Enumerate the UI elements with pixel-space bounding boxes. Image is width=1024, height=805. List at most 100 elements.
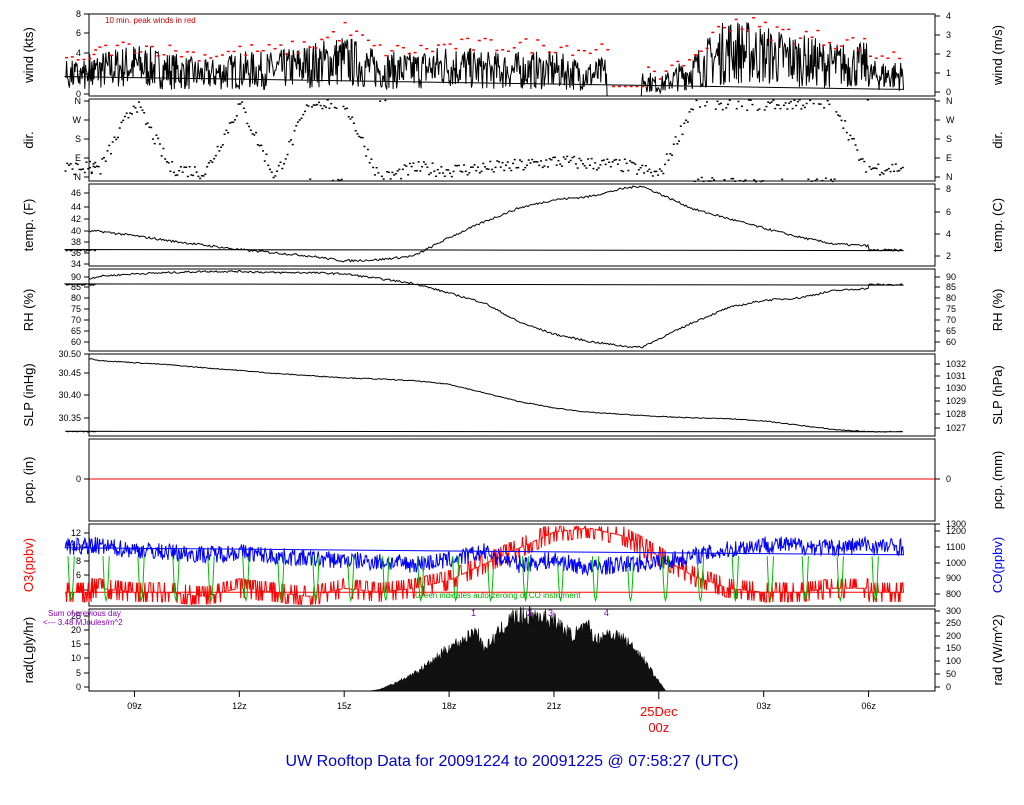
left-tick-label: 6	[76, 28, 81, 38]
direction-point	[583, 164, 586, 167]
direction-point	[283, 162, 286, 165]
direction-point	[354, 129, 357, 132]
peak-wind-mark	[261, 49, 265, 52]
peak-wind-mark	[658, 78, 662, 80]
left-tick-label: S	[75, 134, 81, 144]
direction-point	[263, 160, 266, 162]
direction-point	[751, 103, 754, 106]
peak-wind-mark	[308, 46, 312, 49]
peak-wind-mark	[302, 41, 306, 43]
direction-point	[594, 162, 597, 164]
direction-point	[709, 180, 712, 182]
direction-point	[393, 174, 396, 176]
peak-wind-mark	[471, 49, 475, 51]
direction-point	[352, 122, 355, 124]
direction-point	[676, 143, 679, 145]
ylabel-right: dir.	[990, 131, 1005, 148]
ylabel-left: pcp. (in)	[21, 457, 36, 504]
co-autozero-segment	[766, 556, 774, 603]
direction-point	[662, 172, 665, 175]
peak-wind-mark	[466, 37, 470, 40]
peak-wind-mark	[191, 51, 195, 53]
x-tick-label: 09z	[127, 701, 142, 711]
peak-wind-mark	[180, 56, 184, 58]
direction-point	[89, 160, 91, 163]
direction-point	[700, 176, 703, 179]
direction-point	[702, 180, 705, 183]
direction-point	[861, 158, 864, 160]
direction-point	[716, 100, 719, 103]
left-tick-label: 90	[71, 272, 81, 282]
direction-point	[872, 167, 875, 170]
peak-wind-mark	[577, 49, 581, 52]
direction-point	[517, 166, 520, 169]
direction-point	[408, 162, 411, 165]
direction-point	[68, 164, 71, 166]
direction-point	[99, 173, 102, 175]
direction-point	[331, 179, 334, 182]
direction-point	[153, 142, 156, 145]
direction-point	[795, 104, 798, 107]
direction-point	[391, 171, 394, 174]
peak-wind-mark	[892, 51, 896, 53]
peak-wind-mark	[168, 44, 172, 47]
direction-point	[134, 107, 137, 109]
direction-point	[429, 172, 432, 174]
direction-point	[817, 103, 820, 105]
direction-point	[87, 167, 90, 170]
direction-point	[164, 158, 167, 160]
peak-wind-mark	[115, 44, 119, 47]
direction-point	[744, 179, 747, 181]
direction-point	[276, 170, 279, 172]
direction-point	[567, 161, 570, 163]
direction-point	[333, 106, 336, 109]
peak-wind-mark	[798, 37, 802, 39]
direction-point	[171, 161, 174, 163]
peak-wind-mark	[851, 37, 855, 39]
direction-point	[454, 164, 457, 167]
peak-wind-mark	[857, 49, 861, 52]
direction-point	[699, 106, 702, 108]
direction-point	[328, 107, 331, 109]
direction-point	[775, 104, 778, 106]
direction-point	[482, 162, 485, 165]
peak-wind-mark	[133, 52, 137, 54]
co-autozero-segment	[452, 556, 460, 603]
peak-wind-mark	[670, 64, 674, 67]
direction-point	[553, 156, 556, 159]
direction-point	[80, 168, 83, 171]
direction-point	[108, 144, 111, 147]
direction-point	[739, 179, 742, 182]
peak-wind-mark	[279, 44, 283, 46]
direction-point	[573, 155, 576, 158]
direction-point	[770, 101, 773, 103]
direction-point	[478, 172, 481, 174]
peak-wind-mark	[442, 43, 446, 46]
peak-wind-mark	[775, 26, 779, 28]
direction-point	[852, 137, 855, 140]
direction-point	[347, 115, 350, 118]
peak-wind-mark	[320, 38, 324, 41]
direction-point	[756, 109, 759, 111]
direction-point	[588, 164, 591, 166]
direction-point	[580, 159, 583, 162]
peak-wind-mark	[793, 43, 797, 45]
direction-point	[464, 170, 467, 173]
direction-point	[300, 117, 303, 120]
peak-wind-mark	[384, 54, 388, 57]
direction-point	[94, 161, 97, 164]
direction-point	[419, 170, 422, 172]
peak-wind-mark	[711, 31, 715, 34]
left-tick-label: 36	[71, 248, 81, 258]
direction-point	[256, 143, 259, 146]
direction-point	[302, 113, 305, 116]
direction-point	[496, 160, 499, 162]
direction-point	[831, 180, 834, 183]
right-tick-label: 900	[946, 573, 961, 583]
direction-point	[92, 163, 95, 165]
direction-point	[64, 170, 67, 172]
right-tick-label: 60	[946, 337, 956, 347]
peak-wind-mark	[331, 31, 335, 33]
peak-wind-mark	[454, 47, 458, 50]
